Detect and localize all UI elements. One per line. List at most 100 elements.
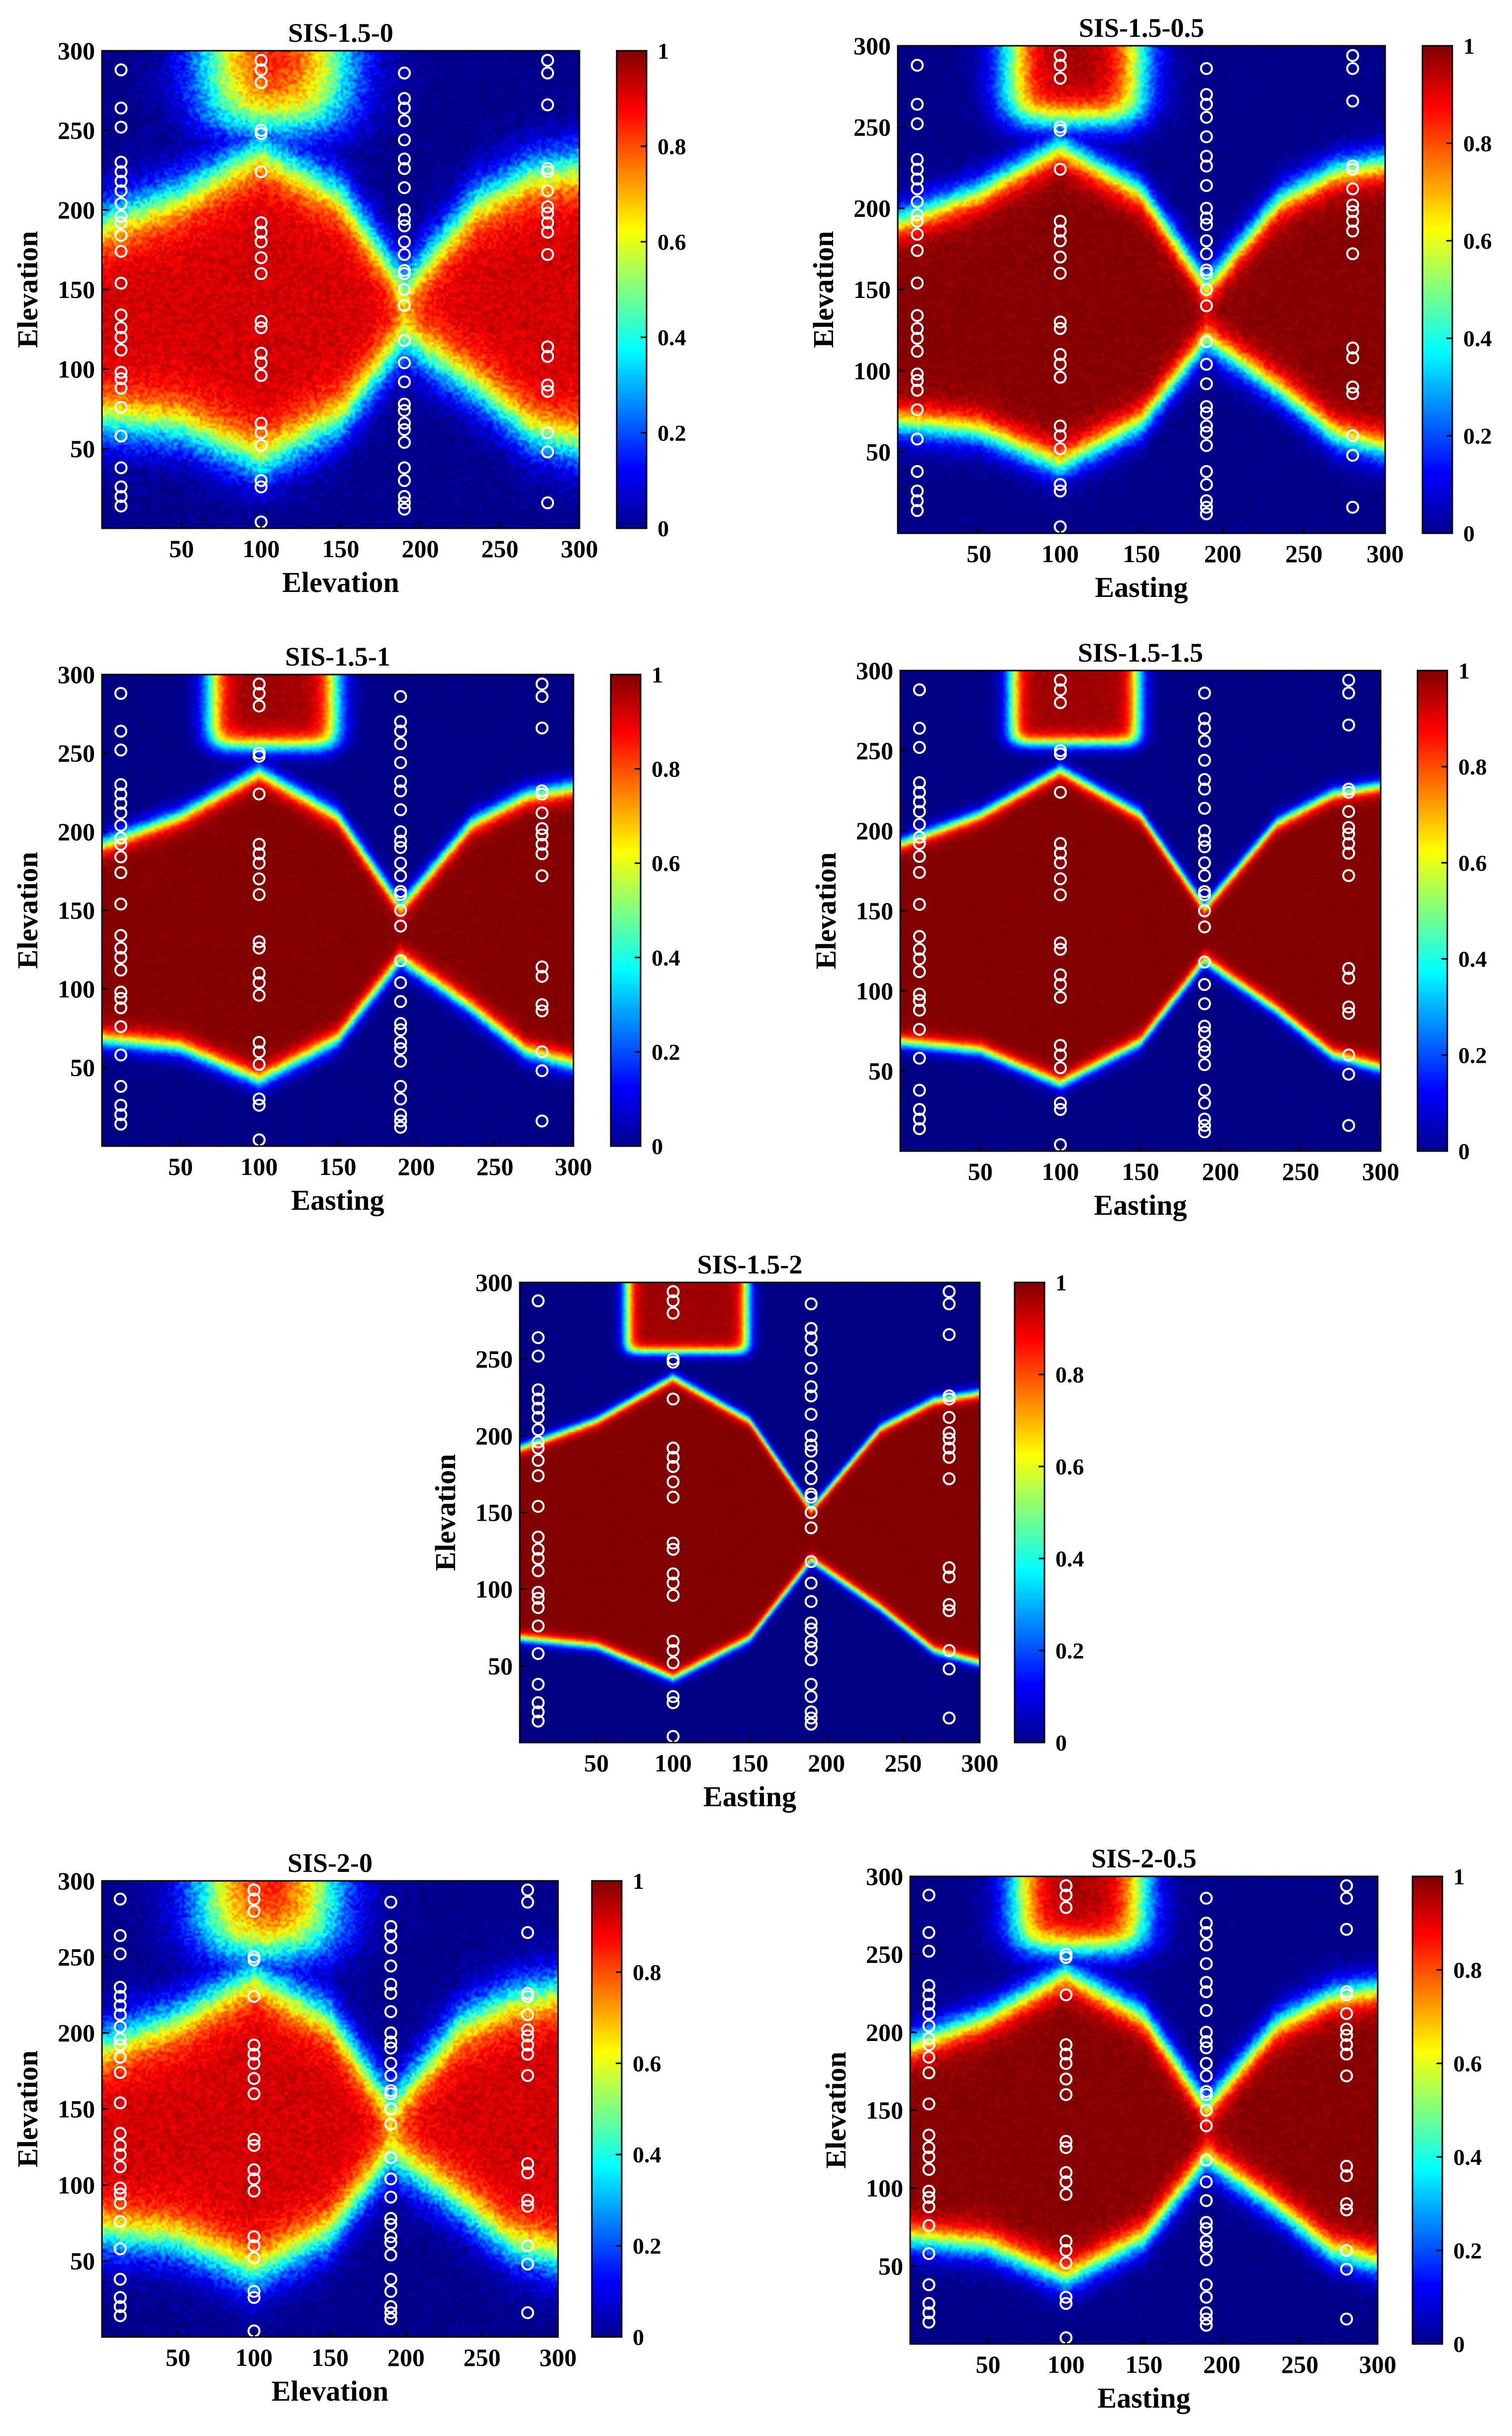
well-marker (255, 315, 268, 328)
well-marker (922, 1979, 936, 1992)
well-marker (384, 2190, 397, 2204)
well-marker (114, 686, 127, 700)
well-marker (1054, 696, 1067, 709)
y-tick-label: 150 (58, 276, 95, 303)
x-tick-label: 300 (1359, 2350, 1397, 2378)
well-marker (532, 1677, 545, 1691)
colorbar-tick-label: 0.8 (633, 1959, 662, 1985)
well-marker (394, 857, 407, 870)
well-marker (1340, 1891, 1353, 1905)
well-marker (913, 1003, 926, 1017)
well-marker (1200, 2291, 1213, 2304)
well-marker (113, 2181, 127, 2195)
well-marker (913, 837, 926, 850)
colorbar-tick-label: 0.4 (658, 325, 686, 350)
colorbar-tick-label: 0.4 (1458, 947, 1487, 972)
well-marker (1053, 348, 1067, 361)
well-marker (255, 251, 268, 264)
well-marker (532, 1442, 545, 1455)
x-tick-label: 200 (398, 1153, 435, 1180)
well-marker (911, 504, 924, 517)
well-marker (114, 321, 128, 334)
well-marker (804, 1445, 818, 1458)
well-marker (113, 1947, 127, 1960)
well-marker (922, 1926, 936, 1939)
well-marker (398, 436, 411, 449)
well-marker (398, 461, 411, 475)
well-marker (804, 1677, 818, 1691)
y-tick-label: 100 (853, 357, 891, 385)
well-marker (1059, 2256, 1073, 2270)
well-marker (1198, 1083, 1211, 1097)
well-marker (913, 785, 926, 799)
well-marker (1200, 358, 1213, 371)
well-marker (943, 1570, 956, 1583)
well-marker (114, 372, 128, 386)
well-marker (114, 951, 127, 964)
well-marker (1200, 377, 1213, 390)
well-marker (1346, 95, 1359, 108)
well-marker (1198, 1026, 1211, 1039)
well-marker (114, 929, 127, 942)
well-marker (1053, 485, 1067, 498)
well-marker (1200, 211, 1213, 225)
x-tick-label: 250 (476, 1153, 514, 1180)
well-marker (1200, 2306, 1213, 2320)
well-marker (943, 1442, 956, 1455)
colorbar-tick-label: 0.6 (1055, 1454, 1084, 1479)
well-marker (1059, 1879, 1073, 1892)
y-tick-label: 200 (475, 1422, 513, 1450)
colorbar-tick-label: 0.6 (1458, 850, 1487, 876)
well-marker (1059, 1950, 1073, 1964)
well-marker (1346, 387, 1359, 400)
y-tick-label: 50 (868, 1057, 893, 1085)
well-marker (1059, 2188, 1073, 2201)
well-marker (1346, 224, 1359, 238)
well-marker (911, 432, 924, 446)
well-marker (114, 985, 127, 999)
well-marker (114, 156, 128, 169)
well-marker (804, 1595, 818, 1608)
well-marker (1054, 936, 1067, 950)
well-marker (1346, 381, 1359, 393)
well-marker (532, 1601, 545, 1614)
well-marker (1053, 49, 1067, 62)
x-tick-label: 200 (387, 2343, 425, 2371)
well-marker (394, 1023, 407, 1037)
y-tick-label: 300 (856, 657, 893, 684)
well-marker (1200, 2312, 1213, 2326)
well-marker (1054, 968, 1067, 981)
well-marker (913, 721, 926, 735)
well-marker (804, 1438, 818, 1452)
well-marker (247, 1953, 261, 1966)
chart-title: SIS-2-0.5 (1091, 1844, 1197, 1873)
well-marker (1200, 2235, 1213, 2248)
well-marker (804, 1622, 818, 1636)
well-marker (247, 2139, 261, 2152)
well-marker (114, 1048, 127, 1062)
well-marker (911, 485, 924, 498)
x-tick-label: 150 (311, 2343, 349, 2371)
well-marker (1342, 1000, 1355, 1014)
well-marker (1200, 247, 1213, 261)
well-marker (1200, 439, 1213, 452)
well-marker (922, 2297, 936, 2310)
well-marker (913, 898, 926, 911)
well-marker (398, 114, 411, 127)
well-marker (113, 2160, 127, 2173)
well-marker (1054, 847, 1067, 860)
well-marker (541, 216, 554, 229)
well-marker (1054, 785, 1067, 799)
well-marker (913, 741, 926, 754)
x-tick-label: 200 (402, 535, 439, 563)
well-marker (114, 1117, 127, 1131)
well-markers (114, 677, 549, 1147)
well-marker (943, 1432, 956, 1446)
well-marker (1059, 2175, 1073, 2189)
well-marker (1200, 2153, 1213, 2167)
y-tick-label: 200 (58, 2019, 95, 2047)
well-marker (911, 163, 924, 176)
well-marker (398, 133, 411, 147)
well-marker (114, 787, 127, 801)
well-marker (1340, 2047, 1353, 2061)
